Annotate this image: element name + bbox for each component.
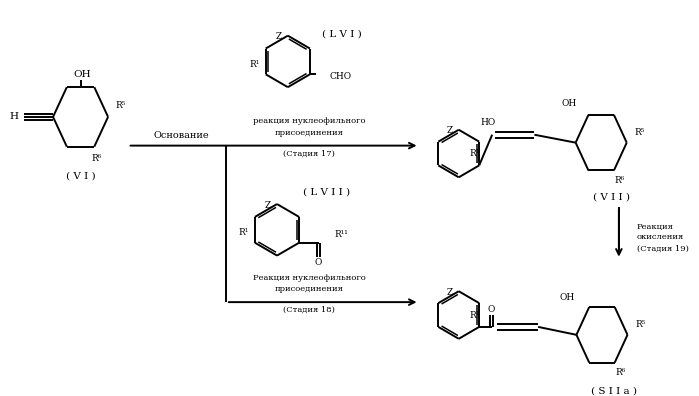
- Text: OH: OH: [561, 99, 577, 108]
- Text: Реакция нуклеофильного: Реакция нуклеофильного: [253, 274, 366, 282]
- Text: Реакция: Реакция: [637, 223, 673, 231]
- Text: O: O: [314, 258, 322, 267]
- Text: OH: OH: [560, 293, 575, 302]
- Text: ( V I ): ( V I ): [66, 172, 95, 181]
- Text: (Стадия 19): (Стадия 19): [637, 245, 689, 253]
- Text: HO: HO: [481, 118, 496, 128]
- Text: Основание: Основание: [154, 131, 210, 140]
- Text: R⁵: R⁵: [116, 101, 127, 110]
- Text: R⁵: R⁵: [635, 128, 645, 137]
- Text: R¹: R¹: [250, 60, 260, 69]
- Text: ( L V I I ): ( L V I I ): [303, 188, 350, 197]
- Text: CHO: CHO: [330, 72, 352, 81]
- Text: R¹: R¹: [469, 310, 480, 320]
- Text: (Стадия 18): (Стадия 18): [284, 306, 336, 314]
- Text: O: O: [487, 305, 495, 314]
- Text: ( L V I ): ( L V I ): [322, 29, 361, 38]
- Text: присоединения: присоединения: [275, 285, 344, 293]
- Text: Z: Z: [447, 288, 453, 297]
- Text: H: H: [10, 112, 19, 122]
- Text: ( S I I a ): ( S I I a ): [591, 387, 637, 396]
- Text: R⁶: R⁶: [615, 176, 625, 185]
- Text: Z: Z: [447, 126, 453, 135]
- Text: окисления: окисления: [637, 233, 684, 241]
- Text: R⁵: R⁵: [635, 320, 646, 329]
- Text: R⁶: R⁶: [616, 368, 626, 377]
- Text: OH: OH: [73, 70, 92, 79]
- Text: Z: Z: [265, 200, 271, 209]
- Text: присоединения: присоединения: [275, 129, 344, 137]
- Text: ( V I I ): ( V I I ): [593, 192, 630, 202]
- Text: (Стадия 17): (Стадия 17): [284, 150, 336, 158]
- Text: R¹: R¹: [469, 149, 480, 158]
- Text: Z: Z: [275, 32, 282, 41]
- Text: R¹: R¹: [239, 228, 249, 237]
- Text: реакция нуклеофильного: реакция нуклеофильного: [253, 117, 366, 125]
- Text: R¹¹: R¹¹: [335, 230, 348, 239]
- Text: R⁶: R⁶: [91, 154, 101, 163]
